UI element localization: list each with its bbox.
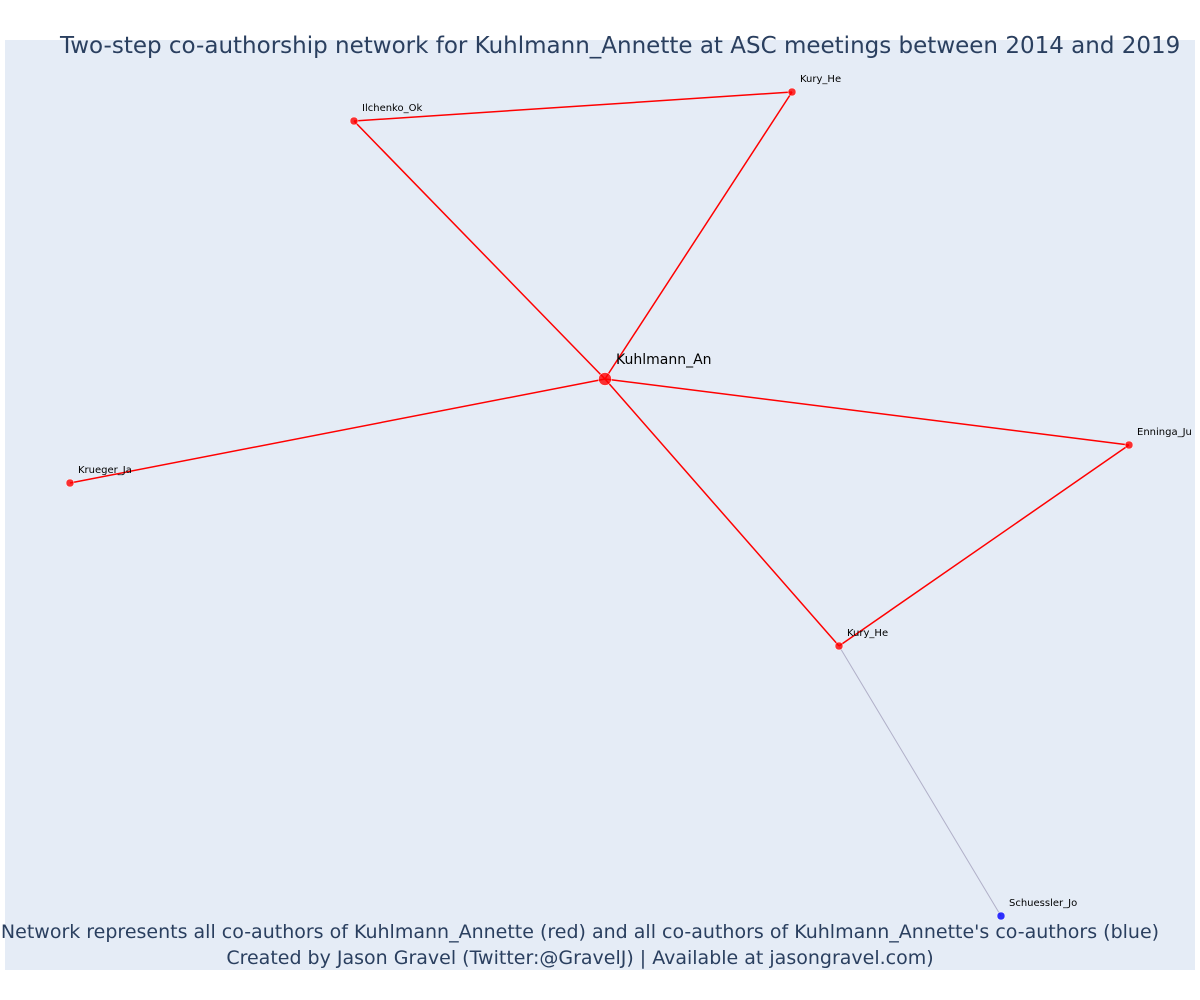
node xyxy=(1124,440,1134,450)
node xyxy=(598,372,612,386)
node-label: Krueger_Ja xyxy=(78,465,132,476)
title: Two-step co-authorship network for Kuhlm… xyxy=(59,33,1180,59)
node-label: Schuessler_Jo xyxy=(1009,898,1077,909)
footer-line: Created by Jason Gravel (Twitter:@Gravel… xyxy=(226,947,933,969)
node xyxy=(787,87,797,97)
edge xyxy=(353,91,793,122)
node xyxy=(349,116,359,126)
node-label: Kury_He xyxy=(800,74,841,85)
edge xyxy=(604,378,840,647)
node-label: Enninga_Ju xyxy=(1137,427,1192,438)
edge xyxy=(69,378,606,484)
node xyxy=(65,478,75,488)
edge xyxy=(838,645,1002,917)
node-label: Kury_He xyxy=(847,628,888,639)
node-label: Ilchenko_Ok xyxy=(362,103,422,114)
edges xyxy=(69,91,1130,917)
edge xyxy=(353,120,606,380)
plot-background xyxy=(5,40,1195,970)
nodes: Kuhlmann_An Ilchenko_Ok Kury_He Krueger_Ja E… xyxy=(65,74,1192,921)
edge xyxy=(604,378,1130,446)
edge xyxy=(838,444,1130,647)
node xyxy=(996,911,1006,921)
node xyxy=(834,641,844,651)
node-label: Kuhlmann_An xyxy=(616,352,712,368)
footer-line: Network represents all co-authors of Kuh… xyxy=(1,921,1159,943)
edge xyxy=(604,91,793,380)
